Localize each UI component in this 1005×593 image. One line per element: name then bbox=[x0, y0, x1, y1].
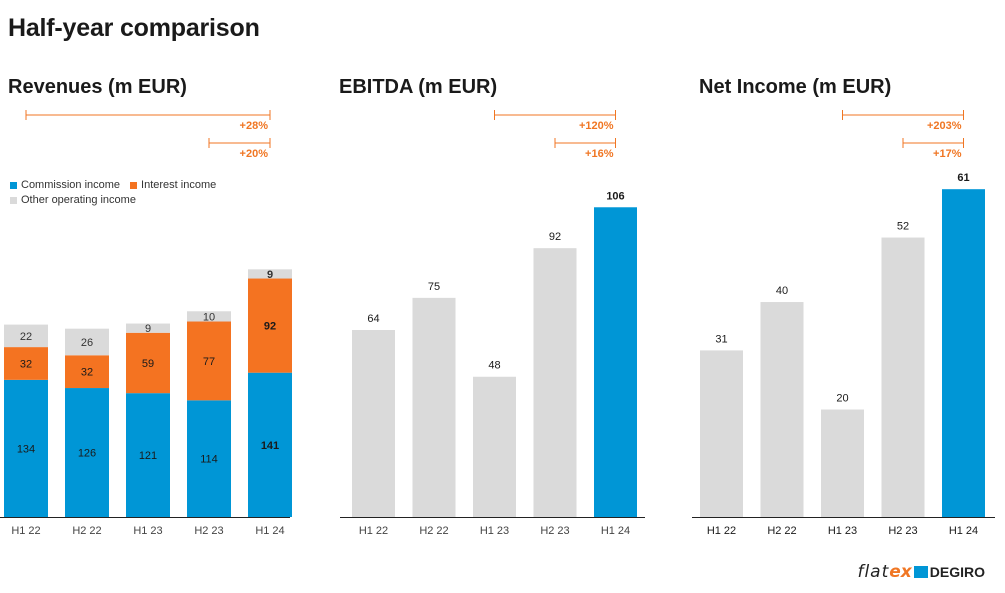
bar-4 bbox=[594, 207, 637, 517]
data-label-other-1: 26 bbox=[81, 337, 93, 349]
legend-item-other: Other operating income bbox=[10, 193, 136, 208]
data-label-0: 64 bbox=[367, 313, 379, 325]
data-label-1: 40 bbox=[776, 285, 788, 297]
data-label-3: 52 bbox=[897, 221, 909, 233]
bar-3 bbox=[533, 248, 577, 517]
bar-interest-0 bbox=[4, 347, 48, 380]
bar-4 bbox=[942, 189, 985, 517]
logo-square-icon bbox=[913, 566, 928, 578]
data-label-1: 75 bbox=[428, 281, 440, 293]
legend-swatch-commission bbox=[10, 182, 17, 189]
bar-2 bbox=[821, 409, 864, 517]
bar-other-2 bbox=[126, 323, 170, 333]
bar-commission-1 bbox=[65, 388, 109, 517]
data-label-interest-0: 32 bbox=[20, 358, 32, 370]
bar-interest-2 bbox=[126, 332, 170, 394]
x-tick-label-2: H1 23 bbox=[480, 525, 509, 537]
data-label-4: 106 bbox=[606, 190, 624, 202]
data-label-0: 31 bbox=[715, 333, 727, 345]
bar-commission-3 bbox=[187, 400, 231, 517]
data-label-commission-3: 114 bbox=[200, 454, 218, 466]
data-label-commission-2: 121 bbox=[139, 450, 157, 462]
legend-swatch-interest bbox=[130, 182, 138, 189]
legend-item-interest: Interest income bbox=[130, 178, 216, 193]
data-label-other-2: 9 bbox=[145, 323, 151, 335]
growth-label-0: +203% bbox=[927, 120, 962, 132]
x-tick-label-1: H2 22 bbox=[767, 525, 796, 537]
ebitda-chart-title: EBITDA (m EUR) bbox=[339, 76, 498, 98]
growth-label-0: +28% bbox=[240, 120, 269, 132]
bar-1 bbox=[760, 302, 804, 517]
bar-interest-3 bbox=[187, 321, 231, 401]
bar-other-1 bbox=[65, 328, 109, 356]
x-tick-label-3: H2 23 bbox=[540, 525, 569, 537]
data-label-interest-1: 32 bbox=[81, 367, 93, 379]
data-label-other-0: 22 bbox=[20, 331, 32, 343]
x-tick-label-0: H1 22 bbox=[359, 525, 388, 537]
bar-1 bbox=[412, 297, 456, 517]
data-label-interest-2: 59 bbox=[142, 358, 154, 370]
data-label-4: 61 bbox=[957, 172, 969, 184]
bar-commission-0 bbox=[4, 379, 48, 517]
legend-item-commission: Commission income bbox=[10, 178, 120, 193]
bar-commission-2 bbox=[126, 393, 170, 517]
data-label-interest-3: 77 bbox=[203, 356, 215, 368]
data-label-2: 20 bbox=[836, 393, 848, 405]
bar-3 bbox=[881, 237, 925, 517]
revenues-legend: Commission income Interest income Other … bbox=[10, 178, 226, 208]
logo-text-degiro: DEGIRO bbox=[929, 564, 985, 580]
page-title: Half-year comparison bbox=[8, 14, 260, 42]
growth-label-1: +17% bbox=[933, 148, 962, 160]
data-label-2: 48 bbox=[488, 360, 500, 372]
bar-0 bbox=[700, 350, 743, 517]
x-tick-label-3: H2 23 bbox=[888, 525, 917, 537]
legend-label-interest: Interest income bbox=[141, 179, 217, 191]
flatexdegiro-logo: flat ex DEGIRO bbox=[857, 562, 985, 582]
data-label-interest-4: 92 bbox=[264, 321, 276, 333]
logo-text-flat: flat bbox=[857, 562, 890, 582]
bar-other-4 bbox=[248, 269, 292, 279]
data-label-commission-1: 126 bbox=[78, 448, 96, 460]
growth-label-0: +120% bbox=[579, 120, 614, 132]
x-tick-label-4: H1 24 bbox=[255, 525, 284, 537]
data-label-commission-4: 141 bbox=[261, 440, 279, 452]
bar-interest-1 bbox=[65, 355, 109, 389]
x-tick-label-2: H1 23 bbox=[133, 525, 162, 537]
x-tick-label-0: H1 22 bbox=[11, 525, 40, 537]
bar-other-3 bbox=[187, 311, 231, 322]
data-label-commission-0: 134 bbox=[17, 443, 35, 455]
legend-swatch-other bbox=[10, 197, 17, 204]
legend-label-other: Other operating income bbox=[21, 194, 136, 206]
x-tick-label-1: H2 22 bbox=[72, 525, 101, 537]
growth-label-1: +20% bbox=[240, 148, 269, 160]
growth-label-1: +16% bbox=[585, 148, 614, 160]
data-label-other-4: 9 bbox=[267, 269, 273, 281]
x-tick-label-0: H1 22 bbox=[707, 525, 736, 537]
x-tick-label-1: H2 22 bbox=[419, 525, 448, 537]
net-income-chart-title: Net Income (m EUR) bbox=[699, 76, 892, 98]
x-tick-label-4: H1 24 bbox=[601, 525, 630, 537]
revenues-chart-title: Revenues (m EUR) bbox=[8, 76, 187, 98]
bar-2 bbox=[473, 376, 516, 517]
data-label-3: 92 bbox=[549, 231, 561, 243]
legend-label-commission: Commission income bbox=[21, 179, 121, 191]
data-label-other-3: 10 bbox=[203, 311, 215, 323]
bar-interest-4 bbox=[248, 278, 292, 373]
bar-other-0 bbox=[4, 324, 48, 348]
bar-commission-4 bbox=[248, 372, 292, 517]
logo-text-ex: ex bbox=[889, 562, 912, 582]
x-tick-label-4: H1 24 bbox=[949, 525, 978, 537]
x-tick-label-2: H1 23 bbox=[828, 525, 857, 537]
bar-0 bbox=[352, 329, 395, 517]
x-tick-label-3: H2 23 bbox=[194, 525, 223, 537]
